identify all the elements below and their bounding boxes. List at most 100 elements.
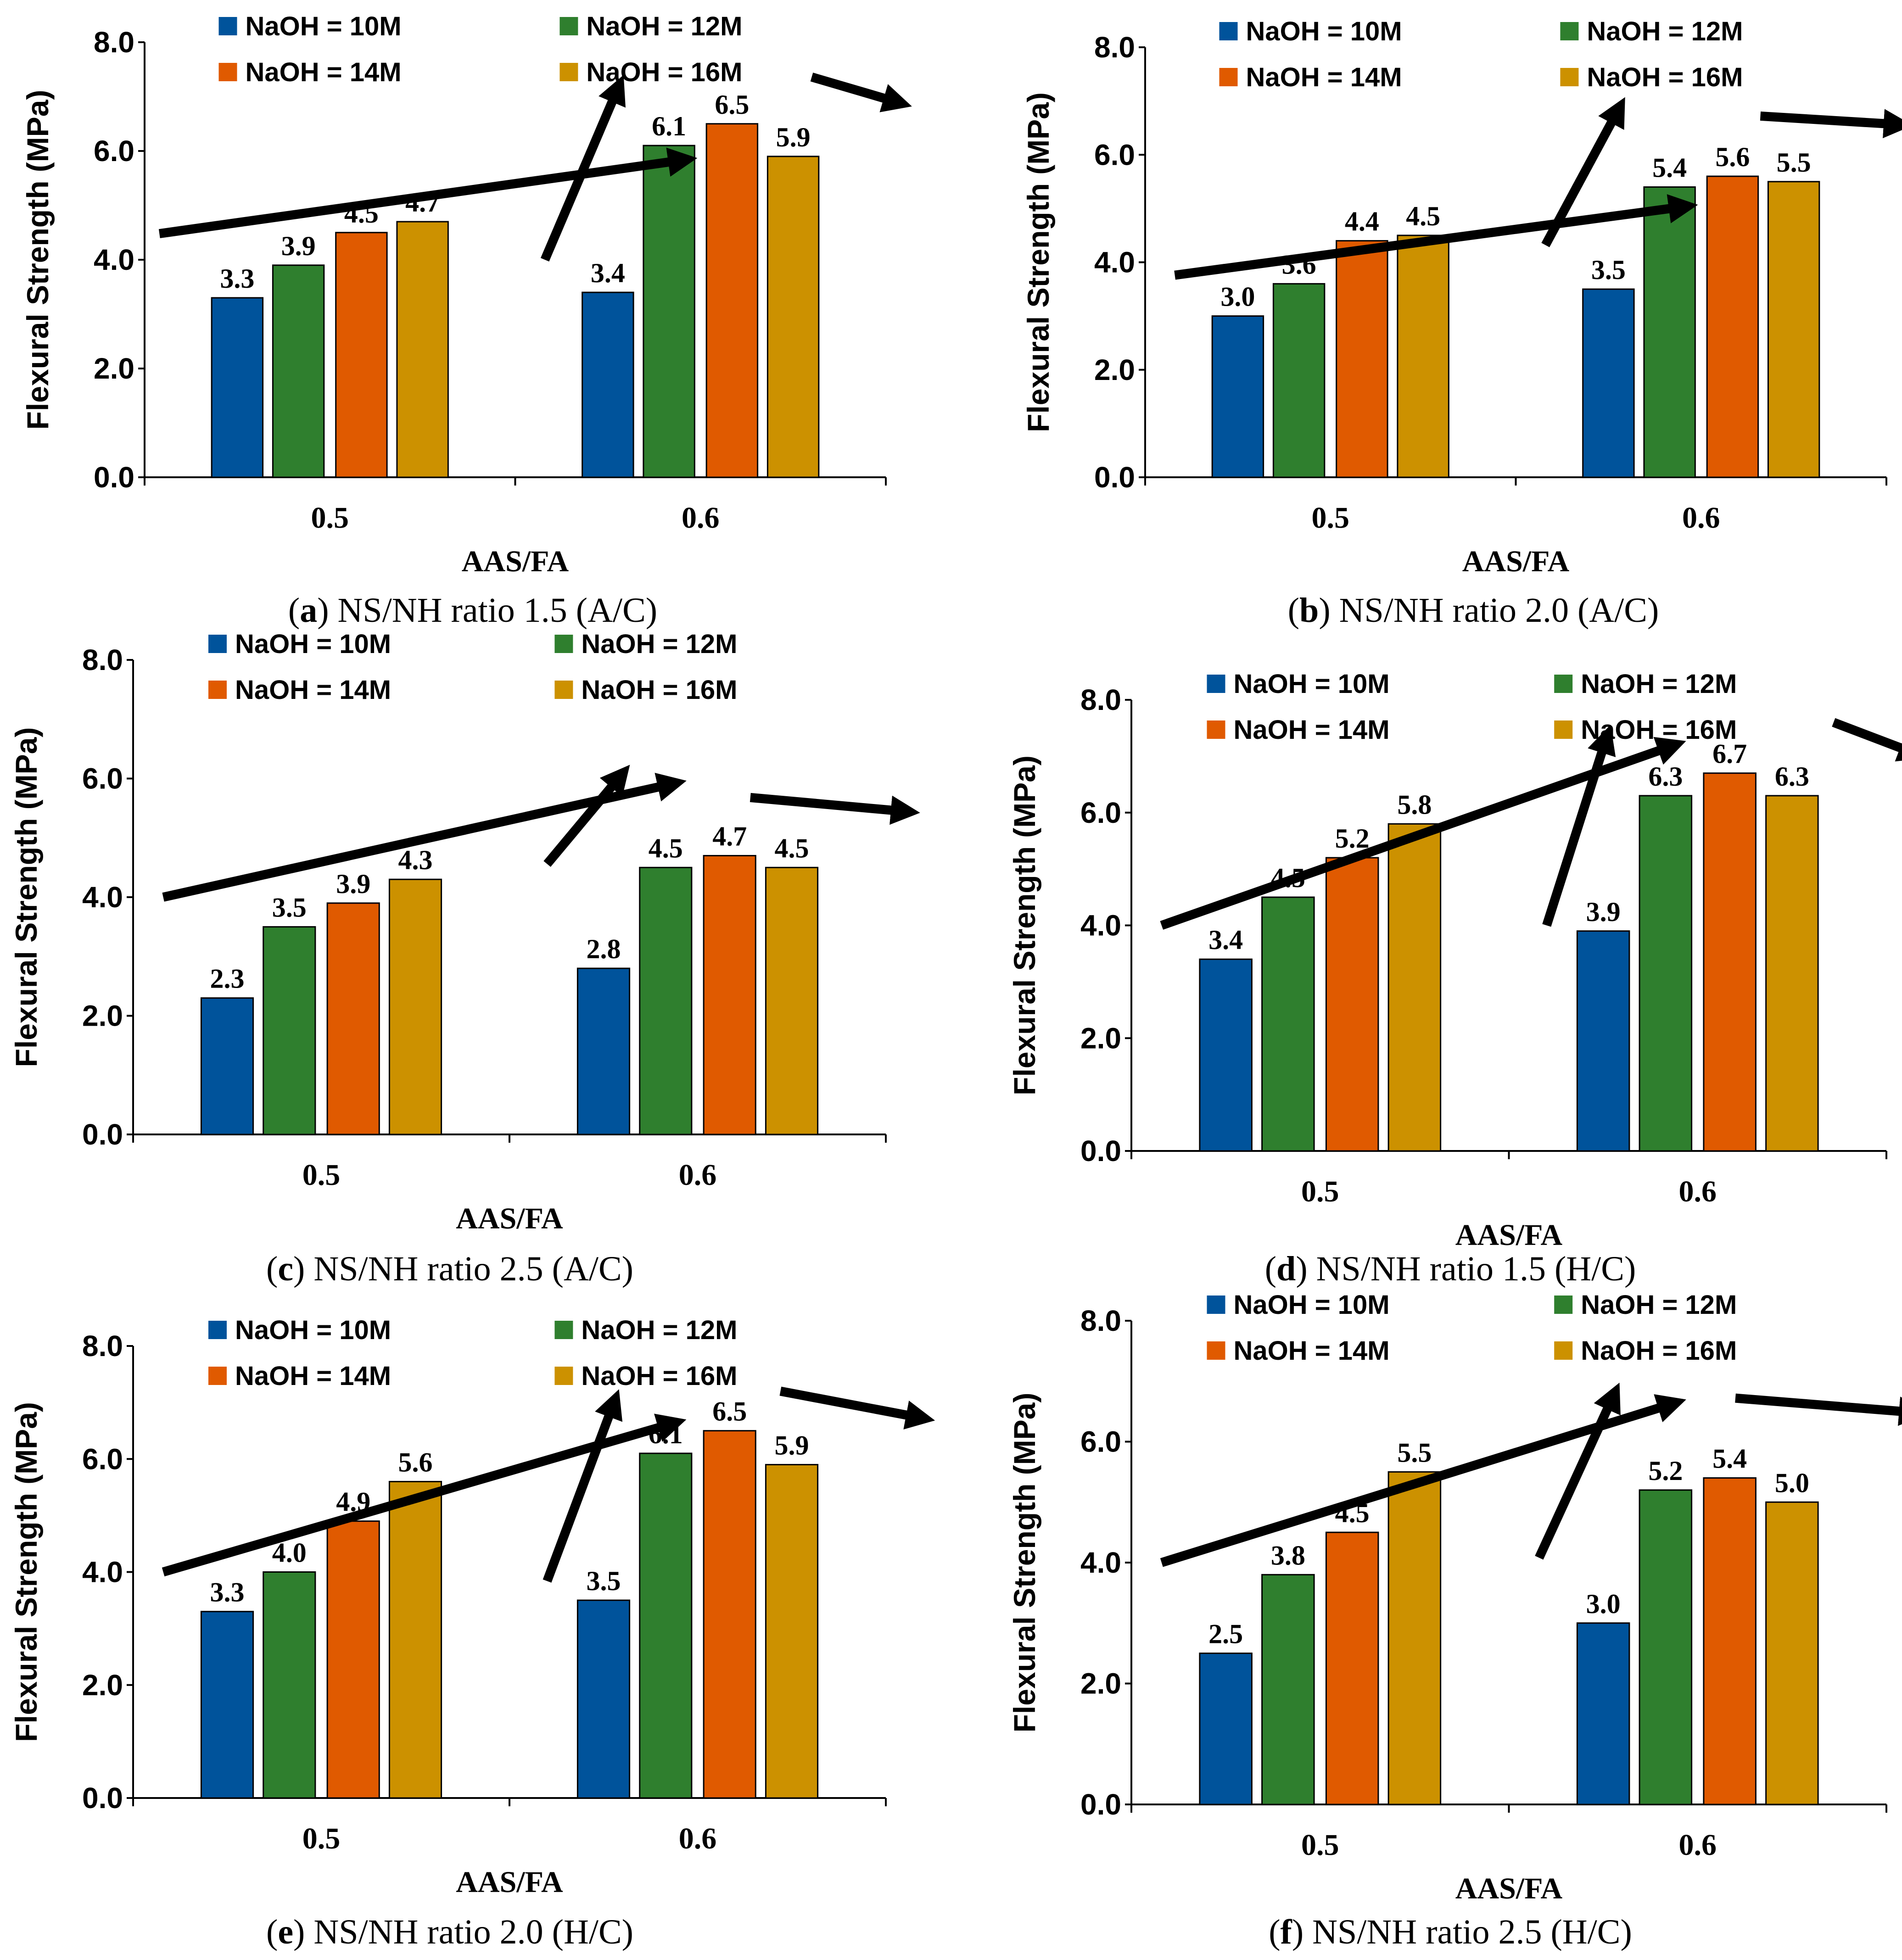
bar xyxy=(1765,795,1819,1152)
x-axis-title: AAS/FA xyxy=(456,1202,563,1235)
legend-swatch xyxy=(1207,1341,1225,1360)
y-tick-label: 0.0 xyxy=(82,1118,123,1151)
category-label: 0.6 xyxy=(1679,1828,1717,1862)
bar xyxy=(639,866,693,1135)
y-tick-label: 8.0 xyxy=(1080,1304,1121,1337)
category-label: 0.5 xyxy=(302,1158,341,1192)
trend-arrow xyxy=(779,1386,935,1430)
bar xyxy=(1703,772,1757,1152)
chart-panel-a: 0.02.04.06.08.00.5 0.63.33.94.5 4.73.46.16… xyxy=(21,11,912,630)
data-label: 5.5 xyxy=(1397,1437,1432,1468)
bar xyxy=(1643,186,1696,478)
category-label: 0.6 xyxy=(679,1158,717,1192)
data-label: 3.5 xyxy=(272,893,307,923)
data-label: 6.7 xyxy=(1712,739,1747,769)
y-tick-label: 6.0 xyxy=(1080,796,1121,829)
bar xyxy=(1397,235,1449,478)
y-tick-label: 6.0 xyxy=(1094,138,1135,171)
bar xyxy=(1325,1531,1379,1805)
bar xyxy=(1387,1471,1442,1805)
y-tick-label: 0.0 xyxy=(94,461,134,494)
data-label: 3.0 xyxy=(1586,1589,1621,1619)
legend-swatch xyxy=(1554,720,1573,739)
caption-letter: f xyxy=(1281,1913,1293,1951)
caption-text: NS/NH ratio 2.5 (H/C) xyxy=(1303,1913,1632,1951)
legend-label: NaOH = 12M xyxy=(581,629,737,659)
legend-label: NaOH = 10M xyxy=(1234,669,1390,699)
data-label: 2.5 xyxy=(1208,1619,1243,1649)
y-tick-label: 2.0 xyxy=(94,352,134,385)
legend-label: NaOH = 14M xyxy=(1234,1336,1390,1366)
data-label: 3.5 xyxy=(1591,255,1626,285)
y-tick-label: 8.0 xyxy=(1080,683,1121,716)
data-label: 4.3 xyxy=(398,845,433,875)
bar xyxy=(643,145,695,478)
legend-swatch xyxy=(218,63,237,81)
y-tick-label: 2.0 xyxy=(82,1669,123,1702)
chart-panel-e: 0.02.04.06.08.00.5 0.63.34.04.95.63.56.16… xyxy=(9,1315,935,1951)
trend-arrow xyxy=(162,1413,687,1577)
data-label: 5.8 xyxy=(1397,789,1432,820)
bar xyxy=(1199,958,1253,1152)
bar xyxy=(335,232,388,478)
legend-label: NaOH = 10M xyxy=(235,629,391,659)
y-tick-label: 8.0 xyxy=(82,643,123,676)
data-label: 3.0 xyxy=(1220,282,1255,312)
category-label: 0.6 xyxy=(679,1822,717,1855)
data-label: 3.3 xyxy=(210,1577,245,1608)
y-tick-label: 4.0 xyxy=(1094,246,1135,279)
bar xyxy=(263,926,316,1135)
data-label: 3.9 xyxy=(1586,897,1621,927)
y-axis-title: Flexural Strength (MPa) xyxy=(1007,1393,1041,1733)
bar xyxy=(576,967,631,1135)
data-label: 4.5 xyxy=(775,833,809,863)
legend-swatch xyxy=(208,1367,227,1385)
bar xyxy=(1706,175,1759,478)
legend-swatch xyxy=(218,17,237,35)
data-label: 5.4 xyxy=(1712,1444,1747,1474)
data-label: 3.4 xyxy=(1208,925,1243,955)
bar xyxy=(1639,795,1693,1152)
legend-swatch xyxy=(1219,22,1238,40)
caption-letter: e xyxy=(278,1913,293,1951)
trend-arrow xyxy=(543,765,630,867)
panel-caption: (c) NS/NH ratio 2.5 (A/C) xyxy=(266,1250,633,1288)
trend-arrow xyxy=(540,75,626,262)
caption-letter: c xyxy=(278,1250,293,1288)
bar xyxy=(396,221,449,478)
y-tick-label: 6.0 xyxy=(82,762,123,795)
trend-arrow xyxy=(1535,1382,1621,1560)
chart-panel-b: 0.02.04.06.08.00.5 0.63.03.64.4 4.53.55.4 5… xyxy=(1021,17,1902,630)
bar xyxy=(1325,857,1379,1152)
legend-label: NaOH = 16M xyxy=(1581,1336,1737,1366)
bar xyxy=(1387,823,1442,1152)
data-label: 3.5 xyxy=(587,1566,621,1596)
y-tick-label: 2.0 xyxy=(1080,1022,1121,1055)
caption-text: NS/NH ratio 1.5 (A/C) xyxy=(329,591,658,630)
y-tick-label: 4.0 xyxy=(1080,1546,1121,1579)
bar xyxy=(1199,1653,1253,1805)
x-axis-title: AAS/FA xyxy=(456,1865,563,1899)
data-label: 6.3 xyxy=(1648,761,1683,792)
y-tick-label: 6.0 xyxy=(1080,1425,1121,1458)
bar xyxy=(263,1571,316,1799)
data-label: 4.4 xyxy=(1345,207,1379,237)
bar xyxy=(388,878,442,1135)
y-tick-label: 8.0 xyxy=(94,26,134,59)
bar xyxy=(211,297,264,478)
data-label: 6.5 xyxy=(712,1396,747,1427)
data-label: 5.2 xyxy=(1335,823,1370,854)
trend-arrow xyxy=(1174,194,1698,280)
legend-swatch xyxy=(1207,720,1225,739)
category-label: 0.5 xyxy=(1301,1175,1339,1208)
legend-swatch xyxy=(1560,22,1579,40)
bar xyxy=(765,1464,819,1799)
bar xyxy=(1211,315,1264,478)
y-tick-label: 8.0 xyxy=(82,1329,123,1363)
category-label: 0.5 xyxy=(1312,501,1350,535)
data-label: 5.9 xyxy=(775,1430,809,1461)
trend-arrow xyxy=(1760,109,1902,139)
caption-text: NS/NH ratio 2.0 (H/C) xyxy=(305,1913,633,1951)
data-label: 5.2 xyxy=(1648,1456,1683,1486)
